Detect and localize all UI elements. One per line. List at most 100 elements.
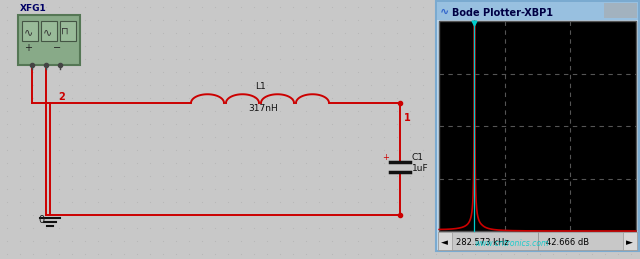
Point <box>171 122 181 126</box>
Point <box>67 187 77 191</box>
Point <box>392 187 402 191</box>
Point <box>548 135 558 139</box>
Point <box>444 213 454 217</box>
Point <box>223 200 233 204</box>
Point <box>535 213 545 217</box>
Point <box>470 226 480 230</box>
Point <box>496 31 506 35</box>
Point <box>392 213 402 217</box>
Point <box>119 148 129 152</box>
Point <box>314 148 324 152</box>
Point <box>80 83 90 87</box>
Point <box>522 200 532 204</box>
Point <box>509 57 519 61</box>
Point <box>340 213 350 217</box>
Point <box>119 200 129 204</box>
Text: 1: 1 <box>404 113 411 123</box>
Point <box>210 5 220 9</box>
Point <box>600 239 610 243</box>
Point <box>483 5 493 9</box>
Point <box>379 96 389 100</box>
Point <box>184 18 194 22</box>
Point <box>288 161 298 165</box>
Text: 282.573 kHz: 282.573 kHz <box>456 238 509 247</box>
Point <box>327 200 337 204</box>
Point <box>509 187 519 191</box>
Point <box>2 57 12 61</box>
Point <box>236 135 246 139</box>
Point <box>366 44 376 48</box>
Point <box>587 161 597 165</box>
Point <box>366 5 376 9</box>
Point <box>587 31 597 35</box>
Point <box>223 174 233 178</box>
Point <box>600 109 610 113</box>
Point <box>444 239 454 243</box>
Point <box>600 252 610 256</box>
Point <box>236 213 246 217</box>
Point <box>314 200 324 204</box>
Point <box>236 83 246 87</box>
Point <box>223 83 233 87</box>
Point <box>171 187 181 191</box>
Point <box>223 226 233 230</box>
Point <box>340 135 350 139</box>
Point <box>2 200 12 204</box>
Point <box>41 161 51 165</box>
Point <box>340 57 350 61</box>
Point <box>509 213 519 217</box>
Point <box>418 161 428 165</box>
Point <box>600 18 610 22</box>
Point <box>184 187 194 191</box>
Bar <box>437 2 638 20</box>
Point <box>548 18 558 22</box>
Point <box>353 200 363 204</box>
Point <box>54 70 64 74</box>
Point <box>587 226 597 230</box>
Point <box>184 174 194 178</box>
Point <box>132 96 142 100</box>
Point <box>548 252 558 256</box>
Point <box>132 239 142 243</box>
Point <box>353 70 363 74</box>
Point <box>132 57 142 61</box>
Point <box>366 161 376 165</box>
Point <box>184 161 194 165</box>
Point <box>340 122 350 126</box>
Point <box>327 18 337 22</box>
Point <box>613 226 623 230</box>
Point <box>600 174 610 178</box>
Point <box>171 96 181 100</box>
Point <box>41 200 51 204</box>
Point <box>535 18 545 22</box>
Point <box>288 200 298 204</box>
Point <box>262 200 272 204</box>
Point <box>431 96 441 100</box>
Point <box>366 226 376 230</box>
Point <box>483 200 493 204</box>
Point <box>119 135 129 139</box>
Point <box>418 239 428 243</box>
Point <box>535 122 545 126</box>
Point <box>405 44 415 48</box>
Point <box>197 83 207 87</box>
Point <box>392 18 402 22</box>
Point <box>132 148 142 152</box>
Point <box>314 44 324 48</box>
Point <box>171 31 181 35</box>
Point <box>314 161 324 165</box>
Point <box>158 135 168 139</box>
Point <box>184 44 194 48</box>
Point <box>15 174 25 178</box>
Point <box>574 44 584 48</box>
Point <box>249 239 259 243</box>
Point <box>2 18 12 22</box>
Text: www.cntronics.com: www.cntronics.com <box>474 239 548 248</box>
Point <box>613 161 623 165</box>
Point <box>379 226 389 230</box>
Point <box>80 96 90 100</box>
Point <box>223 239 233 243</box>
Point <box>366 200 376 204</box>
Point <box>522 31 532 35</box>
Point <box>67 5 77 9</box>
